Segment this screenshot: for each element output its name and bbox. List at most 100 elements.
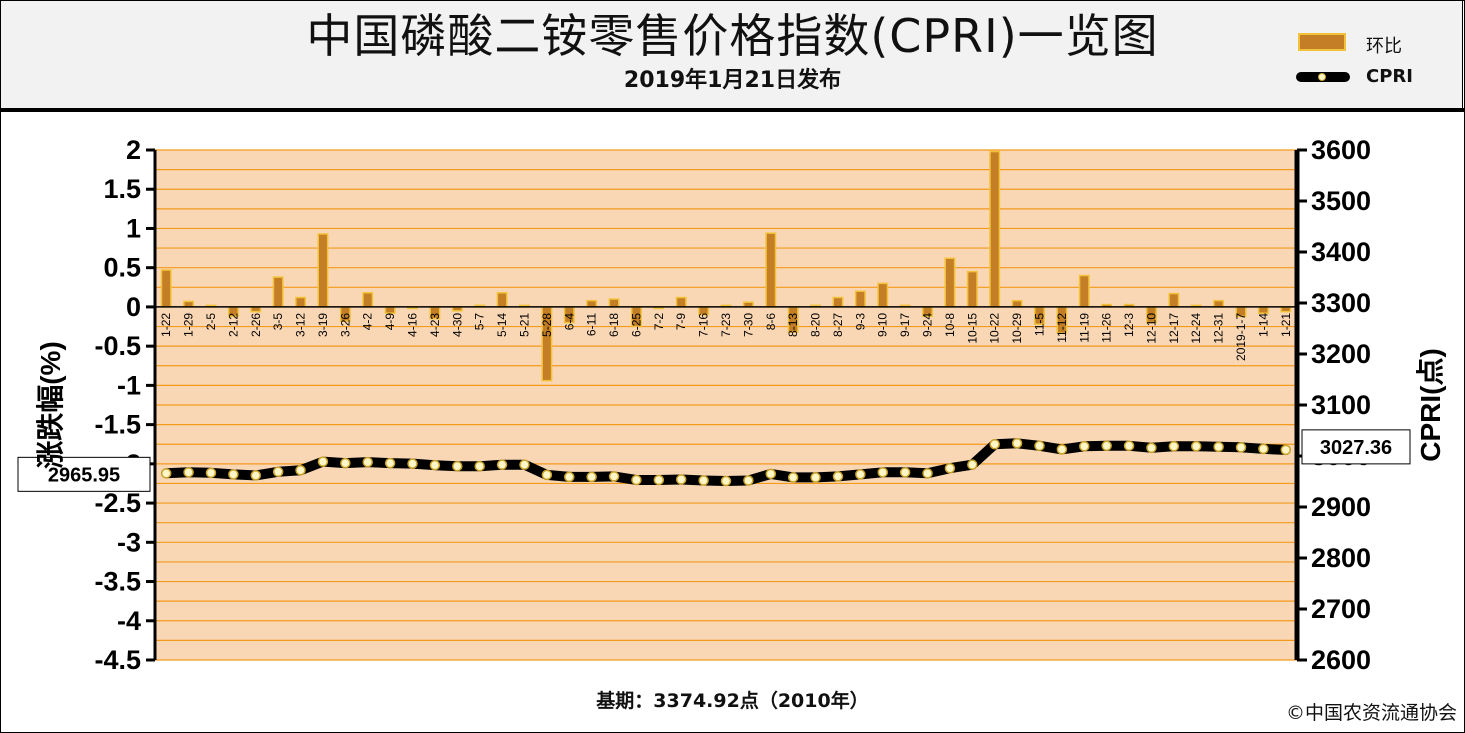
cpri-point-8-20 xyxy=(810,472,821,483)
x-tick-label: 12-31 xyxy=(1212,313,1226,344)
left-tick-label: -3 xyxy=(117,527,141,557)
cpri-point-1-21 xyxy=(1280,444,1292,456)
x-tick-label: 4-23 xyxy=(428,313,442,337)
cpri-point-11-5 xyxy=(1034,440,1045,452)
x-tick-label: 3-12 xyxy=(294,313,308,337)
x-tick-label: 6-4 xyxy=(562,313,576,331)
x-tick-label: 9-10 xyxy=(876,313,890,337)
x-tick-label: 9-3 xyxy=(853,313,867,331)
cpri-point-10-8 xyxy=(944,462,956,474)
base-period-note: 基期：3374.92点（2010年） xyxy=(596,690,869,712)
x-tick-label: 1-14 xyxy=(1256,313,1270,337)
bar-7-9 xyxy=(675,296,687,308)
bar-1-22 xyxy=(160,269,172,308)
x-tick-label: 9-24 xyxy=(921,313,935,337)
bar-8-27 xyxy=(832,296,844,308)
bar-5-14 xyxy=(496,292,508,308)
cpri-point-2-5 xyxy=(205,467,217,479)
bar-12-31 xyxy=(1213,299,1225,308)
cpri-point-9-10 xyxy=(877,467,888,478)
cpri-point-8-13 xyxy=(787,472,799,483)
legend-bar-label: 环比 xyxy=(1366,36,1402,57)
bar-3-12 xyxy=(295,296,307,308)
left-tick-label: -2.5 xyxy=(94,488,141,518)
left-tick-label: 0 xyxy=(126,292,141,322)
chart-subtitle: 2019年1月21日发布 xyxy=(623,68,842,93)
bar-6-11 xyxy=(586,299,598,308)
right-tick-label: 3400 xyxy=(1311,237,1371,267)
x-tick-label: 12-17 xyxy=(1167,313,1181,344)
cpri-point-1-22 xyxy=(160,468,172,479)
x-tick-label: 12-24 xyxy=(1189,313,1203,344)
bar-1-29 xyxy=(183,300,195,308)
x-tick-label: 8-13 xyxy=(786,313,800,337)
cpri-point-5-21 xyxy=(519,459,530,470)
x-tick-label: 11-19 xyxy=(1077,313,1091,343)
cpri-point-4-16 xyxy=(407,458,418,469)
right-tick-label: 2700 xyxy=(1311,594,1371,624)
x-tick-label: 11-12 xyxy=(1055,313,1069,343)
cpri-point-4-9 xyxy=(384,457,396,469)
end-value-label: 3027.36 xyxy=(1320,437,1392,459)
bar-10-15 xyxy=(966,270,978,308)
x-tick-label: 5-7 xyxy=(473,313,487,331)
bar-12-17 xyxy=(1168,292,1180,308)
cpri-point-5-14 xyxy=(496,459,508,470)
cpri-point-6-11 xyxy=(586,471,597,483)
x-tick-label: 5-14 xyxy=(495,313,509,337)
bar-4-9 xyxy=(384,306,396,314)
cpri-point-9-24 xyxy=(922,468,933,479)
x-tick-label: 1-29 xyxy=(182,313,196,337)
header-panel xyxy=(0,0,1463,110)
x-tick-label: 8-20 xyxy=(809,313,823,337)
left-tick-label: 0.5 xyxy=(103,253,141,283)
x-tick-label: 11-5 xyxy=(1032,313,1046,336)
x-tick-label: 7-9 xyxy=(674,313,688,331)
bar-10-29 xyxy=(1011,299,1023,308)
cpri-point-8-6 xyxy=(765,468,777,480)
x-tick-label: 4-9 xyxy=(383,313,397,331)
left-tick-label: -3.5 xyxy=(94,567,141,597)
left-tick-label: 1 xyxy=(126,213,141,243)
x-tick-label: 10-29 xyxy=(1010,313,1024,344)
right-tick-label: 2800 xyxy=(1311,543,1371,573)
left-tick-label: -1 xyxy=(117,370,141,400)
cpri-point-11-26 xyxy=(1101,440,1112,452)
legend-line-marker xyxy=(1318,73,1326,81)
x-tick-label: 12-10 xyxy=(1144,313,1158,344)
x-tick-label: 7-30 xyxy=(741,313,755,337)
x-tick-label: 10-22 xyxy=(988,313,1002,344)
cpri-point-5-7 xyxy=(474,460,485,472)
bar-10-22 xyxy=(989,150,1001,308)
cpri-point-7-23 xyxy=(720,475,732,487)
header-divider xyxy=(0,108,1465,112)
right-tick-label: 3200 xyxy=(1311,339,1371,369)
x-tick-label: 7-16 xyxy=(697,313,711,337)
bar-8-6 xyxy=(765,232,777,308)
x-tick-label: 1-21 xyxy=(1279,313,1293,337)
x-tick-label: 4-30 xyxy=(450,313,464,337)
chart-title: 中国磷酸二铵零售价格指数(CPRI)一览图 xyxy=(306,9,1159,63)
x-tick-label: 6-25 xyxy=(629,313,643,337)
x-tick-label: 3-19 xyxy=(316,313,330,337)
bar-10-8 xyxy=(944,257,956,308)
copyright-note: ©中国农资流通协会 xyxy=(1285,702,1457,724)
x-tick-label: 4-16 xyxy=(406,313,420,337)
legend-bar-swatch xyxy=(1298,33,1346,51)
x-tick-label: 10-8 xyxy=(943,313,957,337)
x-tick-label: 6-11 xyxy=(585,313,599,336)
left-tick-label: 1.5 xyxy=(103,174,141,204)
x-tick-label: 7-23 xyxy=(719,313,733,337)
cpri-point-1-14 xyxy=(1258,443,1269,455)
cpri-point-7-2 xyxy=(653,474,665,486)
x-tick-label: 7-2 xyxy=(652,313,666,331)
x-tick-label: 2019-1-7 xyxy=(1234,313,1248,361)
cpri-point-2-12 xyxy=(228,469,239,480)
bar-3-5 xyxy=(272,276,284,308)
cpri-point-1-29 xyxy=(183,467,194,478)
cpri-point-12-17 xyxy=(1168,441,1180,452)
x-tick-label: 10-15 xyxy=(965,313,979,344)
bar-9-10 xyxy=(877,282,889,308)
bar-6-18 xyxy=(608,298,620,308)
